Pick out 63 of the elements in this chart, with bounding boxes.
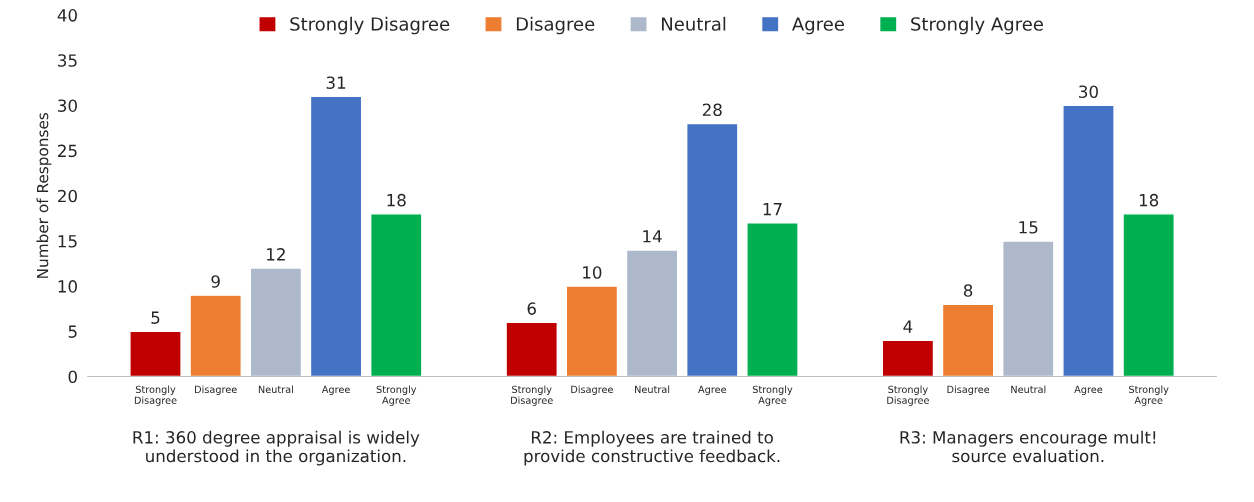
bar [189, 294, 242, 377]
x-tick-label: R2: Employees are trained to provide constructive feedback. [524, 430, 780, 466]
text: Disagree [571, 385, 613, 395]
data-label: 4 [903, 320, 913, 333]
bar [685, 122, 739, 377]
y-tick-label: 25 [58, 144, 77, 158]
bar [249, 267, 303, 377]
y-tick-label: 40 [57, 9, 77, 22]
legend-label: Strongly Agree [911, 16, 1043, 35]
y-tick-label: 10 [58, 280, 77, 293]
data-label: 10 [583, 266, 602, 279]
data-label: 30 [1079, 85, 1098, 99]
data-label: 18 [1139, 193, 1159, 207]
data-label: 31 [326, 76, 346, 89]
bar [369, 213, 423, 377]
text: Agree [1074, 385, 1103, 395]
y-tick-label: 30 [58, 99, 77, 112]
bar [1062, 104, 1115, 377]
text: Disagree [947, 385, 990, 395]
y-tick-label: 0 [68, 370, 77, 384]
text: Neutral [1011, 385, 1046, 394]
x-tick-label: R1: 360 degree appraisal is widely understood in the organization. [133, 430, 420, 466]
y-tick-label: 5 [68, 325, 77, 338]
y-tick-label: 15 [58, 235, 77, 248]
text: Agree [698, 385, 727, 395]
y-tick-label: 35 [58, 54, 77, 67]
data-label: 8 [963, 284, 973, 297]
bar [565, 285, 619, 377]
data-label: 5 [151, 311, 160, 324]
y-axis-title: Number of Responses [36, 112, 52, 278]
text: Strongly Disagree [511, 385, 553, 406]
text: Strongly Disagree [134, 385, 177, 406]
y-tick-label: 20 [58, 189, 77, 203]
bar [1002, 240, 1055, 377]
legend-label: Strongly Disagree [290, 16, 450, 35]
text: Neutral [635, 385, 670, 394]
data-label: 9 [211, 275, 220, 288]
bar [881, 339, 935, 377]
bar [746, 222, 799, 377]
text: Strongly Disagree [887, 385, 929, 406]
text: Agree [321, 385, 350, 395]
text: Neutral [258, 385, 293, 394]
text: Strongly Agree [376, 385, 417, 406]
data-label: 28 [702, 103, 722, 117]
data-label: 14 [643, 230, 662, 243]
bar [309, 95, 363, 377]
bar [625, 249, 679, 377]
data-label: 17 [763, 203, 782, 216]
data-label: 12 [267, 248, 285, 261]
text: Disagree [195, 385, 237, 395]
bar [505, 321, 558, 377]
bar [941, 303, 995, 377]
data-label: 18 [387, 193, 406, 207]
data-label: 6 [527, 302, 536, 315]
legend-label: Neutral [662, 16, 726, 31]
data-label: 15 [1019, 221, 1038, 234]
x-tick-label: R3: Managers encourage mult! source evaluation. [900, 430, 1156, 463]
text: Strongly Agree [1129, 385, 1169, 406]
bar [1122, 213, 1175, 377]
bar [129, 330, 182, 377]
legend-label: Agree [792, 17, 844, 35]
legend-label: Disagree [516, 16, 595, 35]
text: Strongly Agree [752, 385, 793, 406]
